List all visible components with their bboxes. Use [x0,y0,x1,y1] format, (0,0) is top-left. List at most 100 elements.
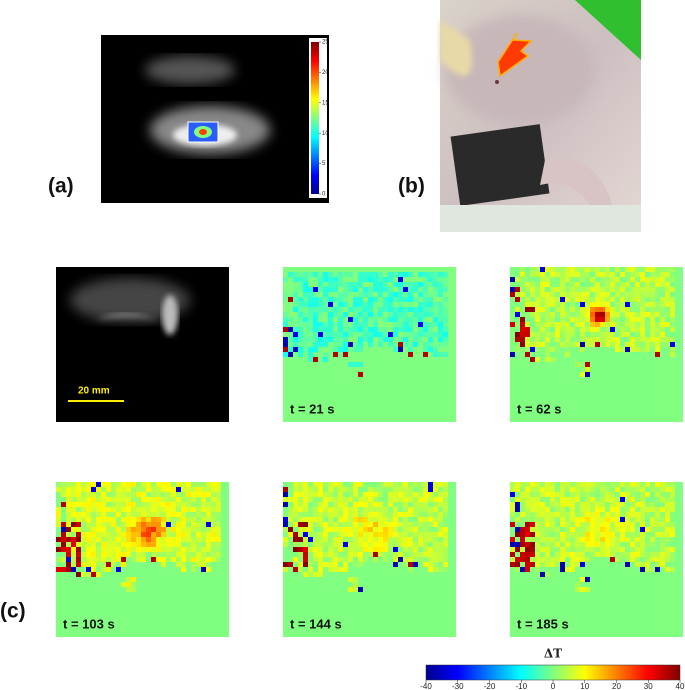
map-pixel [600,307,605,312]
map-pixel [630,307,635,312]
map-pixel [600,282,605,287]
map-pixel [655,567,660,572]
map-pixel [186,507,191,512]
map-pixel [408,502,413,507]
map-pixel [625,482,630,487]
map-pixel [398,332,403,337]
map-pixel [665,317,670,322]
map-pixel [378,482,383,487]
map-pixel [520,297,525,302]
map-pixel [515,307,520,312]
map-pixel [156,552,161,557]
map-pixel [206,502,211,507]
map-pixel [535,492,540,497]
map-pixel [560,482,565,487]
map-pixel [595,332,600,337]
map-pixel [288,527,293,532]
map-pixel [343,557,348,562]
map-pixel [343,517,348,522]
map-pixel [540,337,545,342]
map-pixel [585,322,590,327]
map-pixel [510,507,515,512]
map-pixel [635,497,640,502]
map-pixel [363,322,368,327]
map-pixel [510,552,515,557]
map-pixel [428,552,433,557]
map-pixel [670,552,675,557]
map-pixel [600,277,605,282]
map-pixel [560,517,565,522]
map-pixel [343,297,348,302]
map-pixel [121,582,126,587]
map-pixel [545,552,550,557]
map-pixel [206,507,211,512]
map-pixel [570,322,575,327]
map-pixel [141,527,146,532]
map-pixel [535,332,540,337]
map-pixel [510,322,515,327]
map-pixel [121,487,126,492]
map-pixel [393,512,398,517]
map-pixel [525,292,530,297]
map-pixel [655,522,660,527]
map-pixel [625,342,630,347]
map-pixel [615,332,620,337]
map-pixel [398,307,403,312]
map-pixel [191,552,196,557]
map-pixel [101,567,106,572]
map-pixel [338,557,343,562]
map-pixel [373,552,378,557]
map-pixel [373,502,378,507]
map-pixel [298,522,303,527]
map-pixel [585,312,590,317]
map-pixel [540,292,545,297]
map-pixel [640,542,645,547]
map-pixel [560,512,565,517]
map-pixel [600,552,605,557]
map-pixel [393,532,398,537]
map-pixel [595,482,600,487]
map-pixel [635,527,640,532]
map-pixel [413,537,418,542]
map-pixel [645,547,650,552]
map-pixel [76,522,81,527]
map-pixel [443,537,448,542]
map-pixel [555,322,560,327]
map-pixel [590,532,595,537]
map-pixel [408,547,413,552]
map-pixel [196,532,201,537]
map-pixel [525,522,530,527]
map-pixel [61,537,66,542]
map-pixel [368,327,373,332]
map-pixel [635,347,640,352]
map-pixel [655,317,660,322]
map-pixel [645,282,650,287]
map-pixel [595,487,600,492]
map-pixel [408,537,413,542]
map-pixel [186,492,191,497]
map-pixel [575,582,580,587]
map-pixel [545,342,550,347]
tissue [85,313,175,330]
map-pixel [318,317,323,322]
map-pixel [635,482,640,487]
map-pixel [388,282,393,287]
map-pixel [373,507,378,512]
map-pixel [363,302,368,307]
map-pixel [288,337,293,342]
map-pixel [323,277,328,282]
map-pixel [358,327,363,332]
map-pixel [650,267,655,272]
map-pixel [196,547,201,552]
map-pixel [156,517,161,522]
map-pixel [318,502,323,507]
map-pixel [318,287,323,292]
map-pixel [383,547,388,552]
map-pixel [363,272,368,277]
map-pixel [520,497,525,502]
map-pixel [550,307,555,312]
map-pixel [433,512,438,517]
map-pixel [665,532,670,537]
map-pixel [670,332,675,337]
map-pixel [645,292,650,297]
